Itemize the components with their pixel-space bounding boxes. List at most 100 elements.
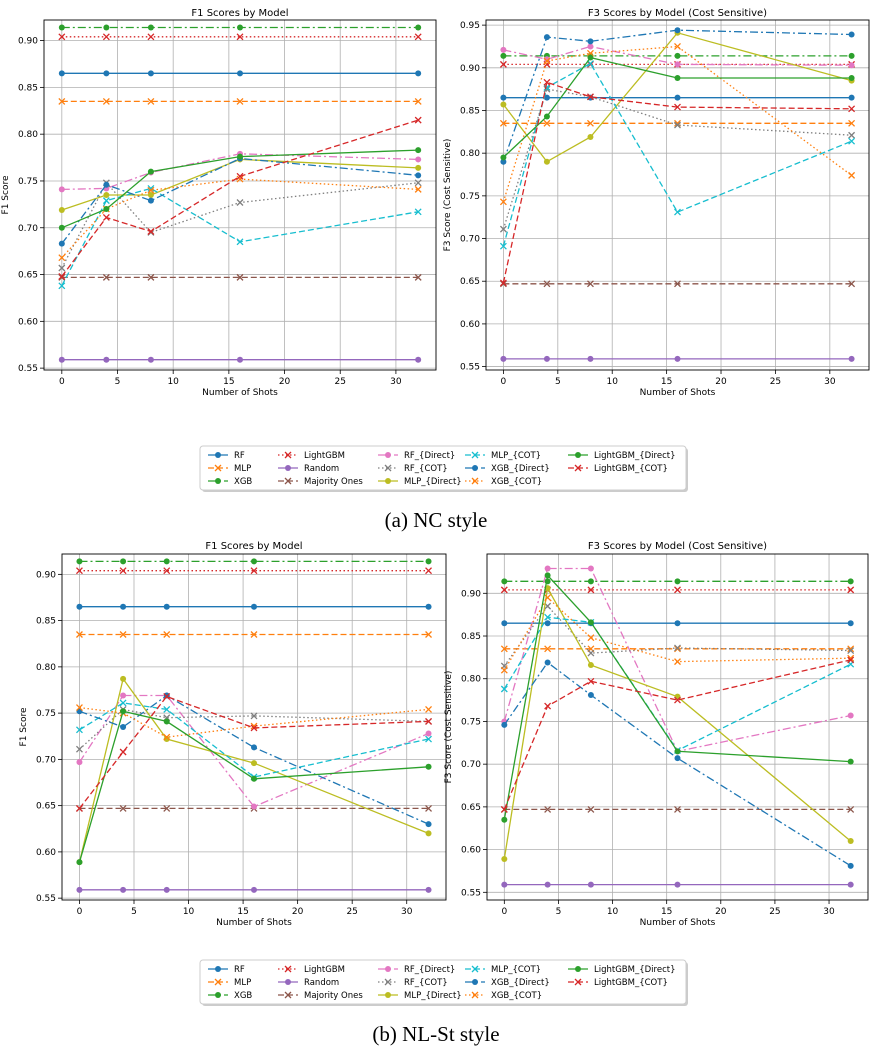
data-point: [587, 881, 594, 888]
data-point: [587, 578, 594, 585]
y-axis-label: F1 Score: [19, 707, 29, 746]
data-point: [587, 662, 594, 669]
legend-marker: [574, 464, 582, 472]
data-point: [414, 185, 422, 193]
legend-item-rf-cot: RF_{COT}: [378, 464, 448, 474]
data-point: [425, 886, 432, 893]
legend-marker: [215, 966, 221, 972]
series-line-xgb-cot: [79, 706, 429, 738]
data-point: [425, 821, 432, 828]
legend-label: XGB_{Direct}: [491, 978, 550, 988]
legend-item-lightgbm: LightGBM: [278, 451, 345, 461]
x-tick-label: 25: [335, 377, 346, 387]
y-tick-label: 0.60: [461, 846, 481, 856]
data-point: [674, 61, 681, 68]
legend-item-mlp-cot: MLP_{COT}: [465, 451, 541, 461]
data-point: [847, 620, 854, 627]
data-point: [415, 147, 422, 154]
chart-title: F1 Scores by Model: [191, 8, 288, 19]
x-tick-label: 0: [501, 907, 507, 917]
series-mlp-cot: [500, 613, 855, 754]
data-point: [544, 572, 551, 579]
data-point: [163, 603, 170, 610]
series-line-rf-cot: [79, 708, 429, 750]
legend-box: [199, 445, 687, 491]
data-point: [415, 24, 422, 31]
data-point: [500, 685, 508, 693]
data-point: [425, 763, 432, 770]
data-point: [587, 586, 595, 594]
data-point: [848, 94, 855, 101]
y-tick-label: 0.70: [461, 760, 481, 770]
plot-frame: [485, 19, 870, 371]
data-point: [848, 137, 856, 145]
x-tick-label: 10: [607, 907, 619, 917]
data-point: [147, 186, 155, 194]
data-point: [500, 645, 508, 653]
chart-nlst-f1: 0 5 10 15 20 25 30 0.55 0.60 0.65 0.70 0.75 0.80 0.85…: [19, 541, 447, 928]
data-point: [120, 724, 127, 730]
data-point: [544, 805, 552, 813]
y-tick-label: 0.60: [36, 848, 56, 858]
legend-nlst: RF MLP XGB LightGBM Random Majority Ones RF_{D…: [199, 959, 688, 1006]
series-lightgbm-cot: [75, 693, 433, 812]
data-point: [543, 83, 551, 91]
legend-item-lightgbm-cot: LightGBM_{COT}: [568, 978, 668, 988]
data-point: [251, 603, 257, 610]
data-point: [58, 254, 66, 262]
data-point: [544, 881, 551, 888]
legend-label: Random: [304, 464, 339, 474]
data-point: [500, 101, 507, 108]
y-tick-label: 0.90: [18, 37, 38, 47]
data-point: [848, 355, 855, 362]
series-line-lightgbm-direct: [78, 710, 429, 863]
legend-label: XGB_{COT}: [491, 477, 542, 487]
legend-nc: RF MLP XGB LightGBM Random Majority Ones RF_{D…: [199, 445, 688, 492]
legend-label: MLP_{COT}: [491, 451, 541, 461]
data-point: [237, 70, 243, 77]
legend-item-xgb-direct: XGB_{Direct}: [465, 978, 550, 988]
data-point: [501, 620, 508, 627]
x-tick-label: 5: [115, 377, 121, 387]
data-point: [414, 208, 422, 216]
legend-label: LightGBM: [304, 965, 345, 975]
series-mlp-direct: [58, 156, 422, 213]
plot-frame: [61, 553, 447, 901]
legend-label: MLP: [234, 978, 251, 988]
y-tick-label: 0.55: [18, 364, 38, 374]
data-point: [163, 567, 171, 575]
y-tick-label: 0.75: [36, 709, 56, 719]
series-lightgbm-direct: [76, 708, 432, 866]
data-point: [674, 355, 681, 362]
series-line-mlp-cot: [503, 616, 851, 752]
series-mlp-cot: [499, 60, 856, 250]
data-point: [674, 755, 681, 762]
legend-marker: [385, 992, 391, 998]
legend-item-random: Random: [278, 464, 339, 474]
data-point: [147, 197, 154, 204]
series-rf-direct: [76, 692, 432, 810]
y-tick-label: 0.65: [460, 277, 480, 287]
legend-item-lightgbm-direct: LightGBM_{Direct}: [568, 965, 675, 975]
data-point: [147, 273, 155, 281]
series-xgb-direct: [501, 659, 854, 869]
series-lightgbm-cot: [58, 116, 422, 280]
data-point: [847, 656, 855, 664]
legend-item-xgb-direct: XGB_{Direct}: [465, 464, 550, 474]
legend-item-rf: RF: [208, 965, 245, 975]
series-lightgbm: [500, 586, 855, 594]
data-point: [58, 282, 66, 290]
legend-marker: [384, 464, 392, 472]
y-tick-label: 0.90: [461, 589, 481, 599]
data-point: [163, 705, 171, 713]
series-lightgbm: [58, 33, 422, 41]
x-tick-label: 10: [167, 377, 179, 387]
data-point: [163, 558, 170, 565]
data-point: [163, 693, 171, 700]
series-line-rf-direct: [503, 45, 852, 66]
data-point: [586, 280, 594, 288]
x-tick-label: 10: [606, 377, 618, 387]
data-point: [499, 279, 507, 287]
data-point: [251, 803, 257, 810]
data-point: [499, 225, 507, 233]
